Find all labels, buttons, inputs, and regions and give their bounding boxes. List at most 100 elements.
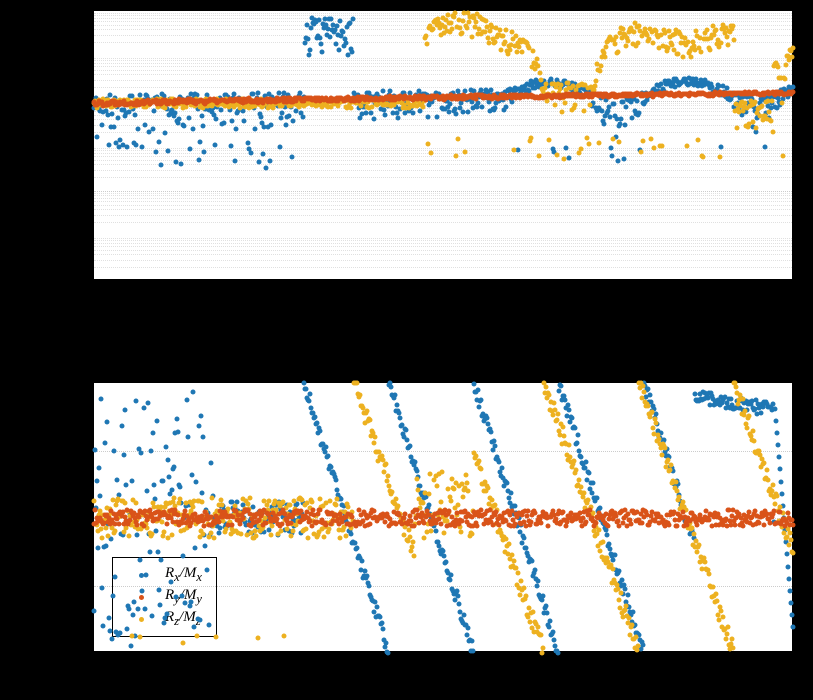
data-point	[539, 520, 544, 525]
data-point	[775, 430, 780, 435]
data-point	[582, 490, 587, 495]
data-point	[157, 139, 162, 144]
data-point	[619, 117, 624, 122]
data-point	[463, 149, 468, 154]
data-point	[505, 481, 510, 486]
data-point	[193, 545, 198, 550]
data-point	[701, 154, 706, 159]
data-point	[567, 408, 572, 413]
data-point	[335, 496, 340, 501]
data-point	[751, 429, 756, 434]
data-point	[624, 105, 629, 110]
data-point	[660, 144, 665, 149]
data-point	[464, 473, 469, 478]
data-point	[630, 116, 635, 121]
data-point	[110, 111, 115, 116]
data-point	[654, 421, 659, 426]
data-point	[427, 491, 432, 496]
data-point	[540, 651, 545, 656]
data-point	[641, 384, 646, 389]
data-point	[486, 486, 491, 491]
data-point	[663, 446, 668, 451]
data-point	[280, 110, 285, 115]
data-point	[162, 620, 167, 625]
data-point	[209, 460, 214, 465]
data-point	[681, 499, 686, 504]
data-point	[178, 497, 183, 502]
data-point	[191, 504, 196, 509]
data-point	[725, 632, 730, 637]
panel-b: 1 − R/M ρ Rx/MxRy/MyRz/Mz 01002003004005…	[93, 382, 793, 652]
data-point	[667, 522, 672, 527]
data-point	[239, 532, 244, 537]
data-point	[176, 430, 181, 435]
data-point	[214, 634, 219, 639]
data-point	[681, 54, 686, 59]
data-point	[548, 619, 553, 624]
data-point	[246, 140, 251, 145]
data-point	[711, 585, 716, 590]
data-point	[522, 535, 527, 540]
xtick-label: 300	[383, 285, 406, 302]
data-point	[99, 397, 104, 402]
data-point	[668, 468, 673, 473]
data-point	[326, 454, 331, 459]
data-point	[556, 651, 561, 656]
data-point	[456, 137, 461, 142]
data-point	[381, 626, 386, 631]
data-point	[179, 162, 184, 167]
data-point	[705, 27, 710, 32]
data-point	[197, 424, 202, 429]
panel-b-xlabel: ρ	[439, 675, 447, 695]
data-point	[786, 564, 791, 569]
data-point	[132, 599, 137, 604]
data-point	[775, 494, 780, 499]
data-point	[154, 150, 159, 155]
xtick-label: 200	[283, 657, 306, 674]
data-point	[660, 452, 665, 457]
gridline-minor	[94, 119, 792, 120]
data-point	[791, 551, 796, 556]
data-point	[95, 135, 100, 140]
data-point	[754, 126, 759, 131]
data-point	[666, 457, 671, 462]
xtick-label: 100	[183, 657, 206, 674]
data-point	[261, 151, 266, 156]
data-point	[140, 144, 145, 149]
data-point	[123, 501, 128, 506]
data-point	[123, 408, 128, 413]
data-point	[636, 40, 641, 45]
data-point	[155, 419, 160, 424]
data-point	[787, 576, 792, 581]
data-point	[100, 123, 105, 128]
legend-item: Rx/Mx	[123, 564, 202, 586]
data-point	[696, 138, 701, 143]
data-point	[146, 400, 151, 405]
data-point	[405, 437, 410, 442]
data-point	[579, 485, 584, 490]
data-point	[134, 500, 139, 505]
data-point	[188, 146, 193, 151]
data-point	[358, 392, 363, 397]
data-point	[584, 520, 589, 525]
data-point	[194, 479, 199, 484]
data-point	[780, 101, 785, 106]
data-point	[127, 533, 132, 538]
xtick-label: 500	[583, 657, 606, 674]
data-point	[626, 593, 631, 598]
data-point	[533, 567, 538, 572]
data-point	[162, 530, 167, 535]
data-point	[169, 580, 174, 585]
data-point	[573, 103, 578, 108]
data-point	[355, 381, 360, 386]
data-point	[344, 40, 349, 45]
data-point	[703, 559, 708, 564]
data-point	[640, 521, 645, 526]
data-point	[149, 448, 154, 453]
data-point	[93, 508, 98, 513]
data-point	[393, 392, 398, 397]
data-point	[602, 122, 607, 127]
data-point	[421, 104, 426, 109]
data-point	[176, 512, 181, 517]
data-point	[574, 467, 579, 472]
